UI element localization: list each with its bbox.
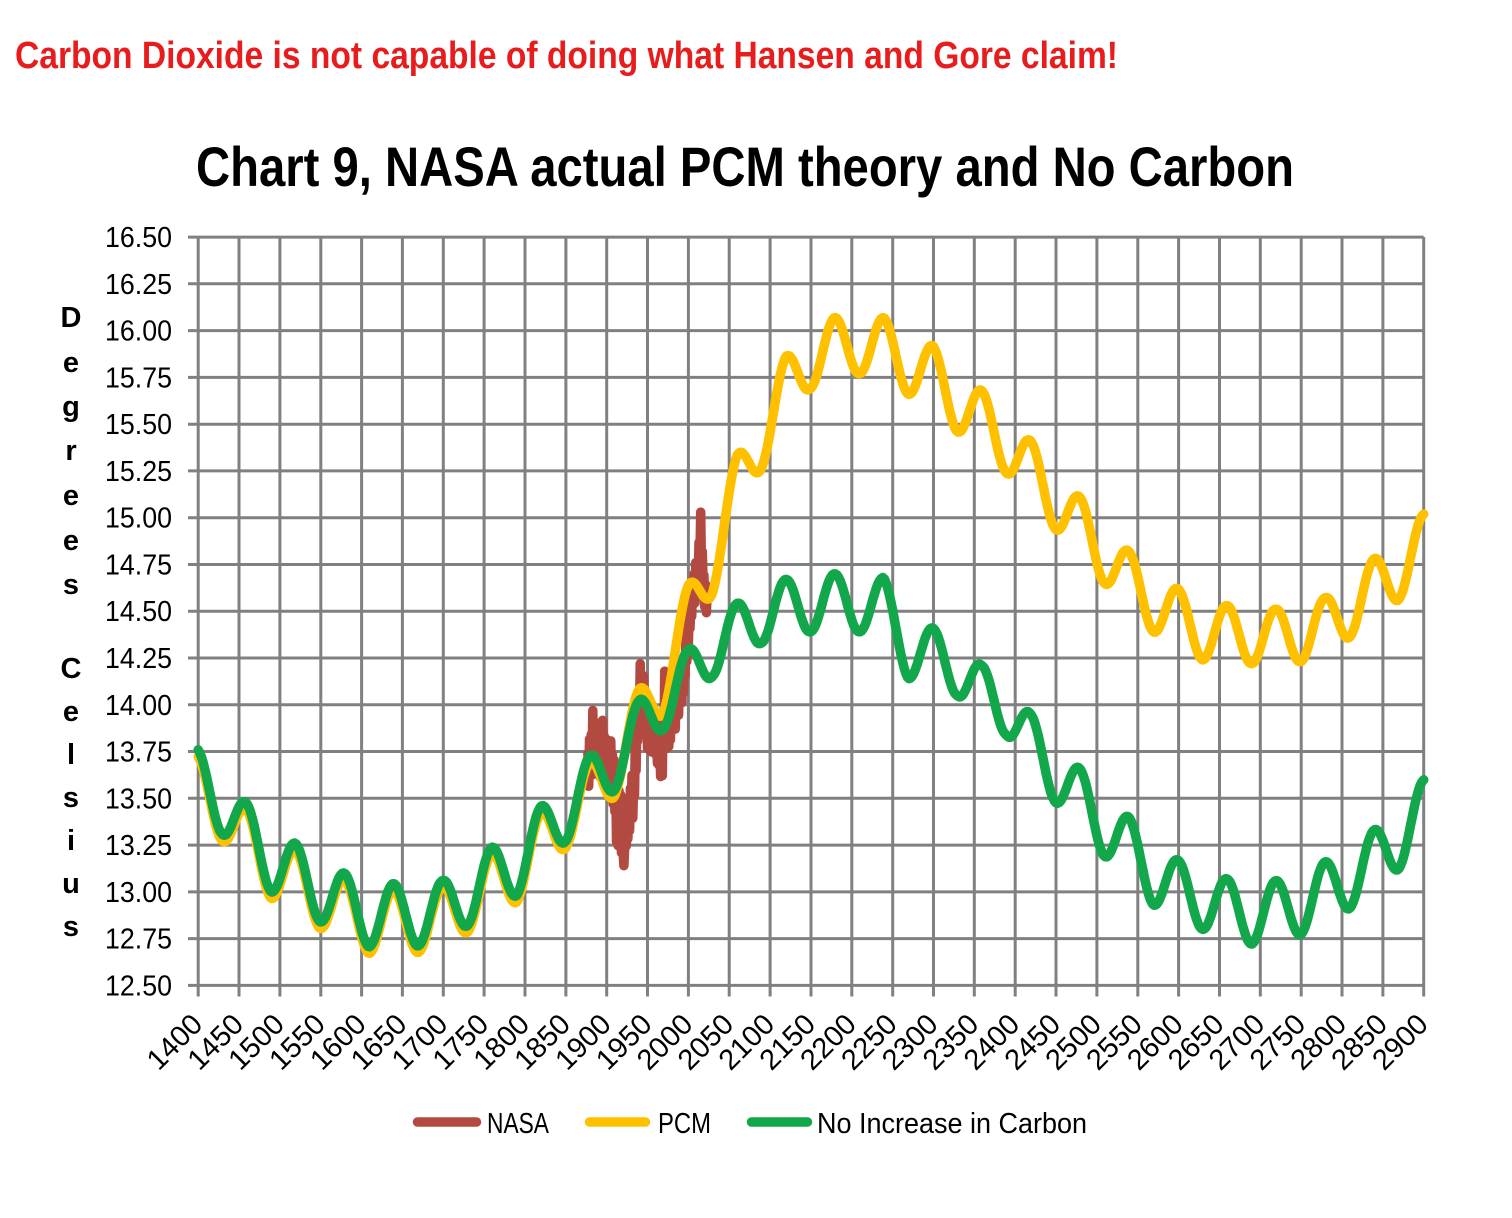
svg-text:r: r [65,435,76,467]
svg-text:C: C [61,653,82,685]
svg-text:15.75: 15.75 [105,362,172,394]
svg-text:e: e [63,480,79,512]
svg-text:16.00: 16.00 [105,316,172,348]
svg-text:D: D [61,302,82,334]
svg-text:e: e [63,347,79,379]
svg-text:13.75: 13.75 [105,737,172,769]
svg-text:NASA: NASA [487,1108,550,1140]
svg-text:15.25: 15.25 [105,456,172,488]
svg-text:s: s [63,569,79,601]
svg-text:g: g [62,391,80,423]
svg-text:No Increase in Carbon: No Increase in Carbon [817,1108,1087,1140]
svg-text:13.25: 13.25 [105,830,172,862]
svg-text:14.75: 14.75 [105,550,172,582]
svg-text:Carbon Dioxide is not capable: Carbon Dioxide is not capable of doing w… [15,35,1118,77]
svg-text:e: e [63,696,79,728]
svg-text:14.25: 14.25 [105,643,172,675]
svg-text:12.75: 12.75 [105,924,172,956]
svg-text:14.00: 14.00 [105,690,172,722]
svg-text:l: l [67,739,75,771]
svg-text:12.50: 12.50 [105,970,172,1002]
svg-text:16.50: 16.50 [105,222,172,254]
svg-text:Chart 9, NASA actual PCM theor: Chart 9, NASA actual PCM theory and No C… [196,135,1294,198]
svg-text:13.50: 13.50 [105,783,172,815]
svg-text:i: i [67,825,75,857]
svg-text:14.50: 14.50 [105,596,172,628]
svg-text:s: s [63,911,79,943]
svg-text:15.50: 15.50 [105,409,172,441]
svg-text:u: u [62,868,80,900]
svg-text:16.25: 16.25 [105,269,172,301]
svg-text:s: s [63,782,79,814]
svg-text:e: e [63,525,79,557]
svg-text:PCM: PCM [658,1108,711,1140]
svg-text:13.00: 13.00 [105,877,172,909]
svg-text:15.00: 15.00 [105,503,172,535]
